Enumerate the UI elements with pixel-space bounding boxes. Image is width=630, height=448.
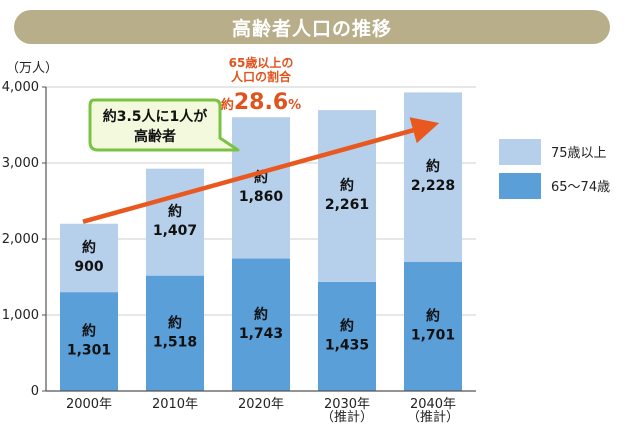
x-tick-note: （推計） [321,409,373,425]
bar-75-plus [404,92,462,262]
bar-value-label: 2,261 [325,197,369,213]
bar-65-74 [60,292,118,391]
legend-label-75-plus: 75歳以上 [551,146,607,161]
callout-bubble [88,98,240,152]
bar-value-label: 1,301 [67,343,111,359]
ratio-unit: % [288,98,301,113]
bar-75-plus [232,117,290,259]
y-tick-label: 1,000 [2,308,39,323]
trend-arrow [82,117,440,224]
bar-value-label: 900 [74,259,103,275]
callout-line-1: 約3.5人に1人が [103,108,209,125]
y-tick-label: 2,000 [2,232,39,247]
y-tick-label: 4,000 [2,80,39,95]
x-tick-label: 2010年 [152,397,198,412]
bar-75-plus [318,110,376,282]
bar-value-label: 1,701 [411,327,455,343]
bar-value-label: 1,743 [239,326,283,342]
callout-line-2: 高齢者 [134,128,176,145]
bar-value-label: 1,860 [239,189,284,205]
bar-value-label: 1,518 [153,334,197,350]
bar-value-prefix: 約 [168,314,182,331]
bar-65-74 [318,281,376,391]
ratio-prefix: 約 [221,97,234,113]
bar-value-prefix: 約 [254,306,268,323]
ratio-line-1: 65歳以上の [229,55,294,70]
legend-label-65-74: 65～74歳 [551,180,610,195]
ratio-number: 28.6 [234,90,288,115]
ratio-value: 約28.6% [221,90,301,115]
bar-value-prefix: 約 [340,317,354,334]
x-tick-label: 2030年 [324,397,370,412]
y-axis-unit: （万人） [6,61,58,76]
bar-value-prefix: 約 [426,158,440,175]
bar-value-label: 1,435 [325,337,369,353]
bar-value-prefix: 約 [82,323,96,340]
bar-value-label: 1,407 [153,223,197,239]
x-tick-label: 2040年 [410,397,456,412]
bar-75-plus [60,223,118,293]
ratio-line-2: 人口の割合 [231,69,292,84]
x-tick-note: （推計） [407,409,459,425]
x-tick-label: 2000年 [66,397,112,412]
bar-value-prefix: 約 [340,177,354,194]
y-tick-label: 3,000 [2,156,39,171]
bar-65-74 [404,261,462,391]
chart-title: 高齢者人口の推移 [231,17,392,40]
legend-swatch-75-plus [499,139,541,165]
bar-value-prefix: 約 [168,203,182,220]
bar-65-74 [232,258,290,391]
bar-value-label: 2,228 [411,178,455,194]
legend-swatch-65-74 [499,173,541,199]
bar-value-prefix: 約 [426,307,440,324]
x-tick-label: 2020年 [238,397,284,412]
y-tick-label: 0 [31,384,39,399]
title-banner: 高齢者人口の推移 [14,10,610,44]
bar-65-74 [146,275,204,391]
bar-75-plus [146,168,204,276]
bar-value-prefix: 約 [82,239,96,256]
